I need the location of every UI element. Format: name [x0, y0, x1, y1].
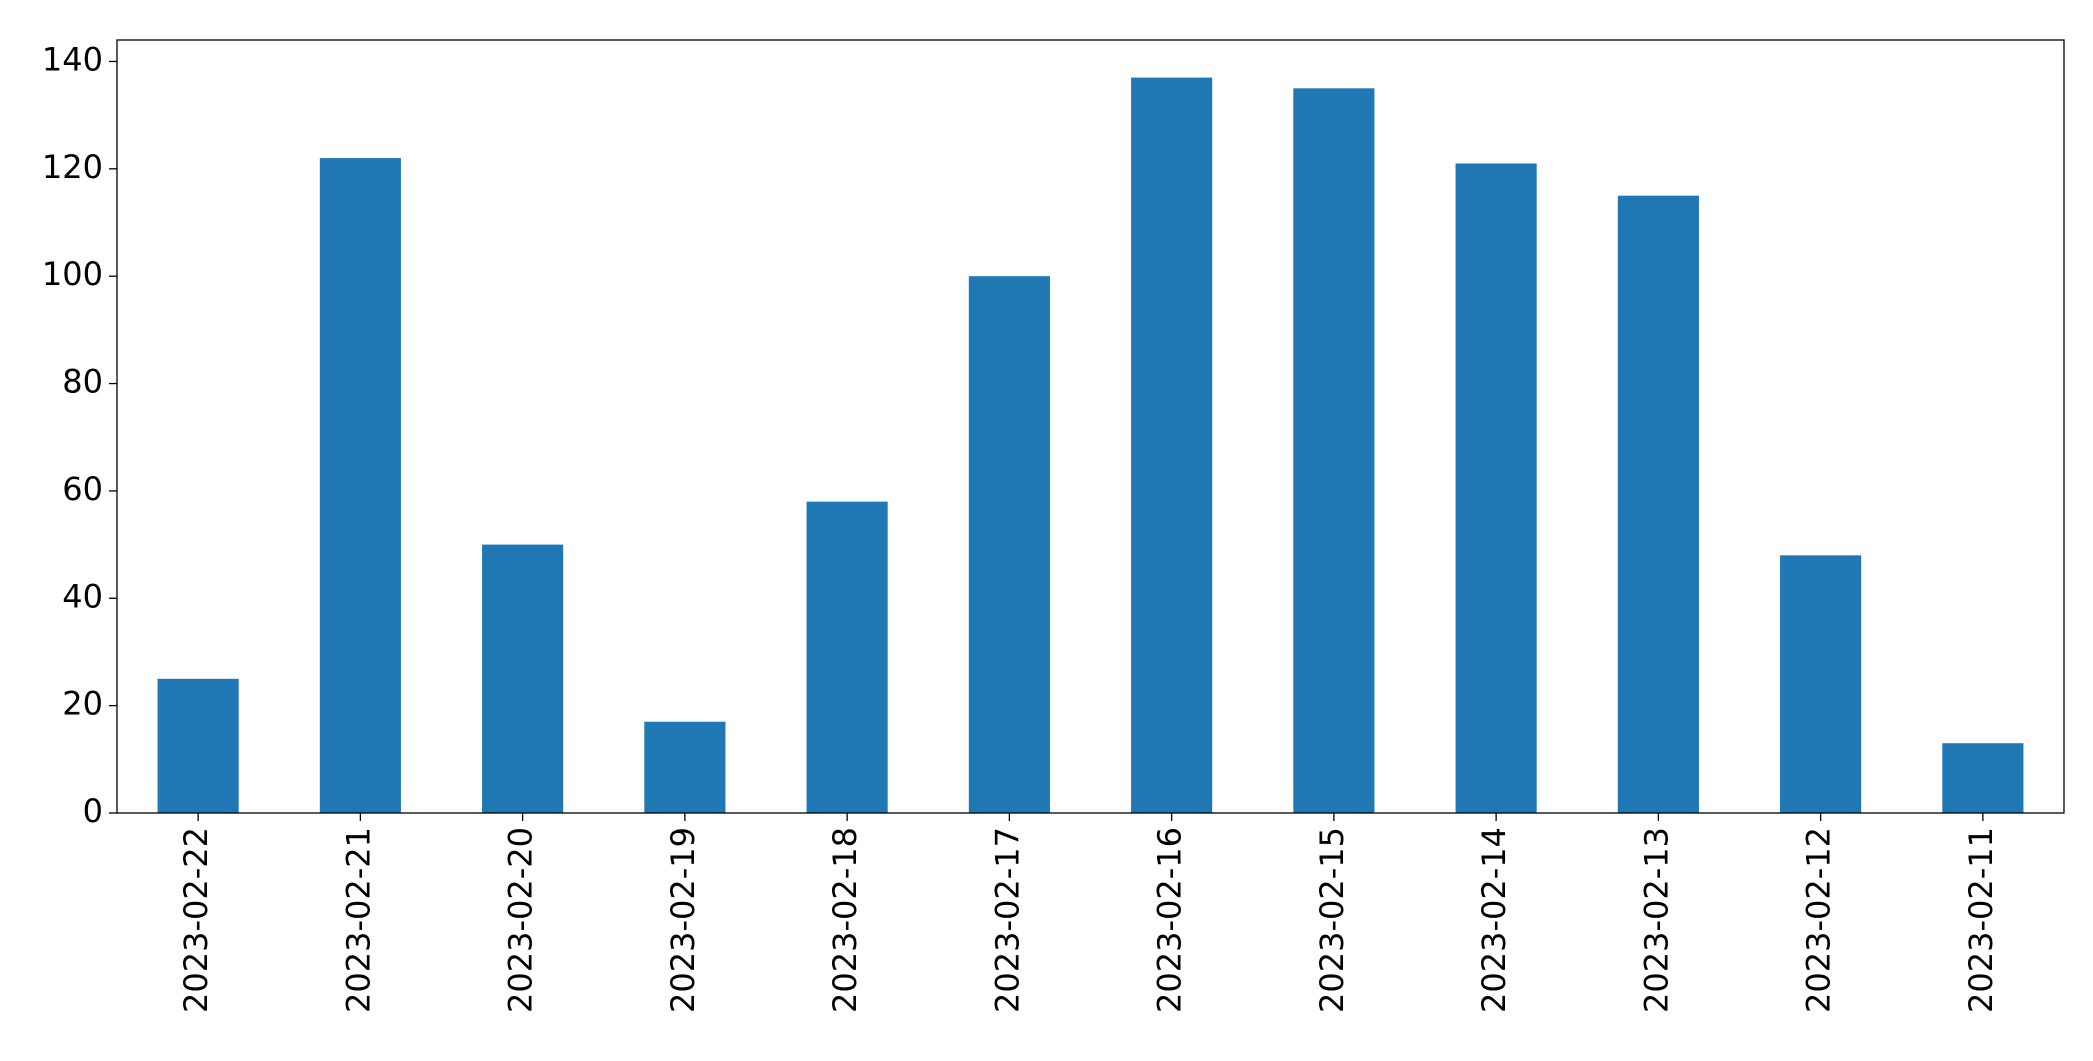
- x-tick-label: 2023-02-19: [664, 827, 702, 1013]
- bar: [1780, 555, 1862, 813]
- x-tick-label: 2023-02-12: [1800, 827, 1838, 1013]
- y-tick-label: 140: [42, 40, 103, 78]
- bar: [319, 158, 401, 813]
- bar: [1455, 163, 1537, 813]
- x-tick-label: 2023-02-22: [177, 827, 215, 1013]
- y-tick-label: 40: [62, 577, 103, 615]
- x-tick-label: 2023-02-11: [1962, 827, 2000, 1013]
- bar: [806, 501, 888, 813]
- y-tick-label: 100: [42, 255, 103, 293]
- y-tick-label: 60: [62, 470, 103, 508]
- y-tick-label: 0: [83, 792, 103, 830]
- bar: [968, 276, 1050, 813]
- x-tick-label: 2023-02-21: [339, 827, 377, 1013]
- bar: [644, 721, 726, 813]
- bar: [1293, 88, 1375, 813]
- bar: [1942, 743, 2024, 813]
- x-tick-label: 2023-02-20: [502, 827, 540, 1013]
- x-tick-label: 2023-02-15: [1313, 827, 1351, 1013]
- plot-frame: [116, 39, 2065, 814]
- x-tick-label: 2023-02-13: [1637, 827, 1675, 1013]
- bar: [482, 544, 564, 813]
- x-tick-label: 2023-02-14: [1475, 827, 1513, 1013]
- bar: [157, 678, 239, 813]
- bar: [1617, 195, 1699, 814]
- y-tick-label: 120: [42, 148, 103, 186]
- x-tick-label: 2023-02-17: [988, 827, 1026, 1013]
- y-tick-label: 80: [62, 363, 103, 401]
- bar: [1131, 77, 1213, 813]
- y-tick-label: 20: [62, 685, 103, 723]
- x-tick-label: 2023-02-18: [826, 827, 864, 1013]
- x-tick-label: 2023-02-16: [1151, 827, 1189, 1013]
